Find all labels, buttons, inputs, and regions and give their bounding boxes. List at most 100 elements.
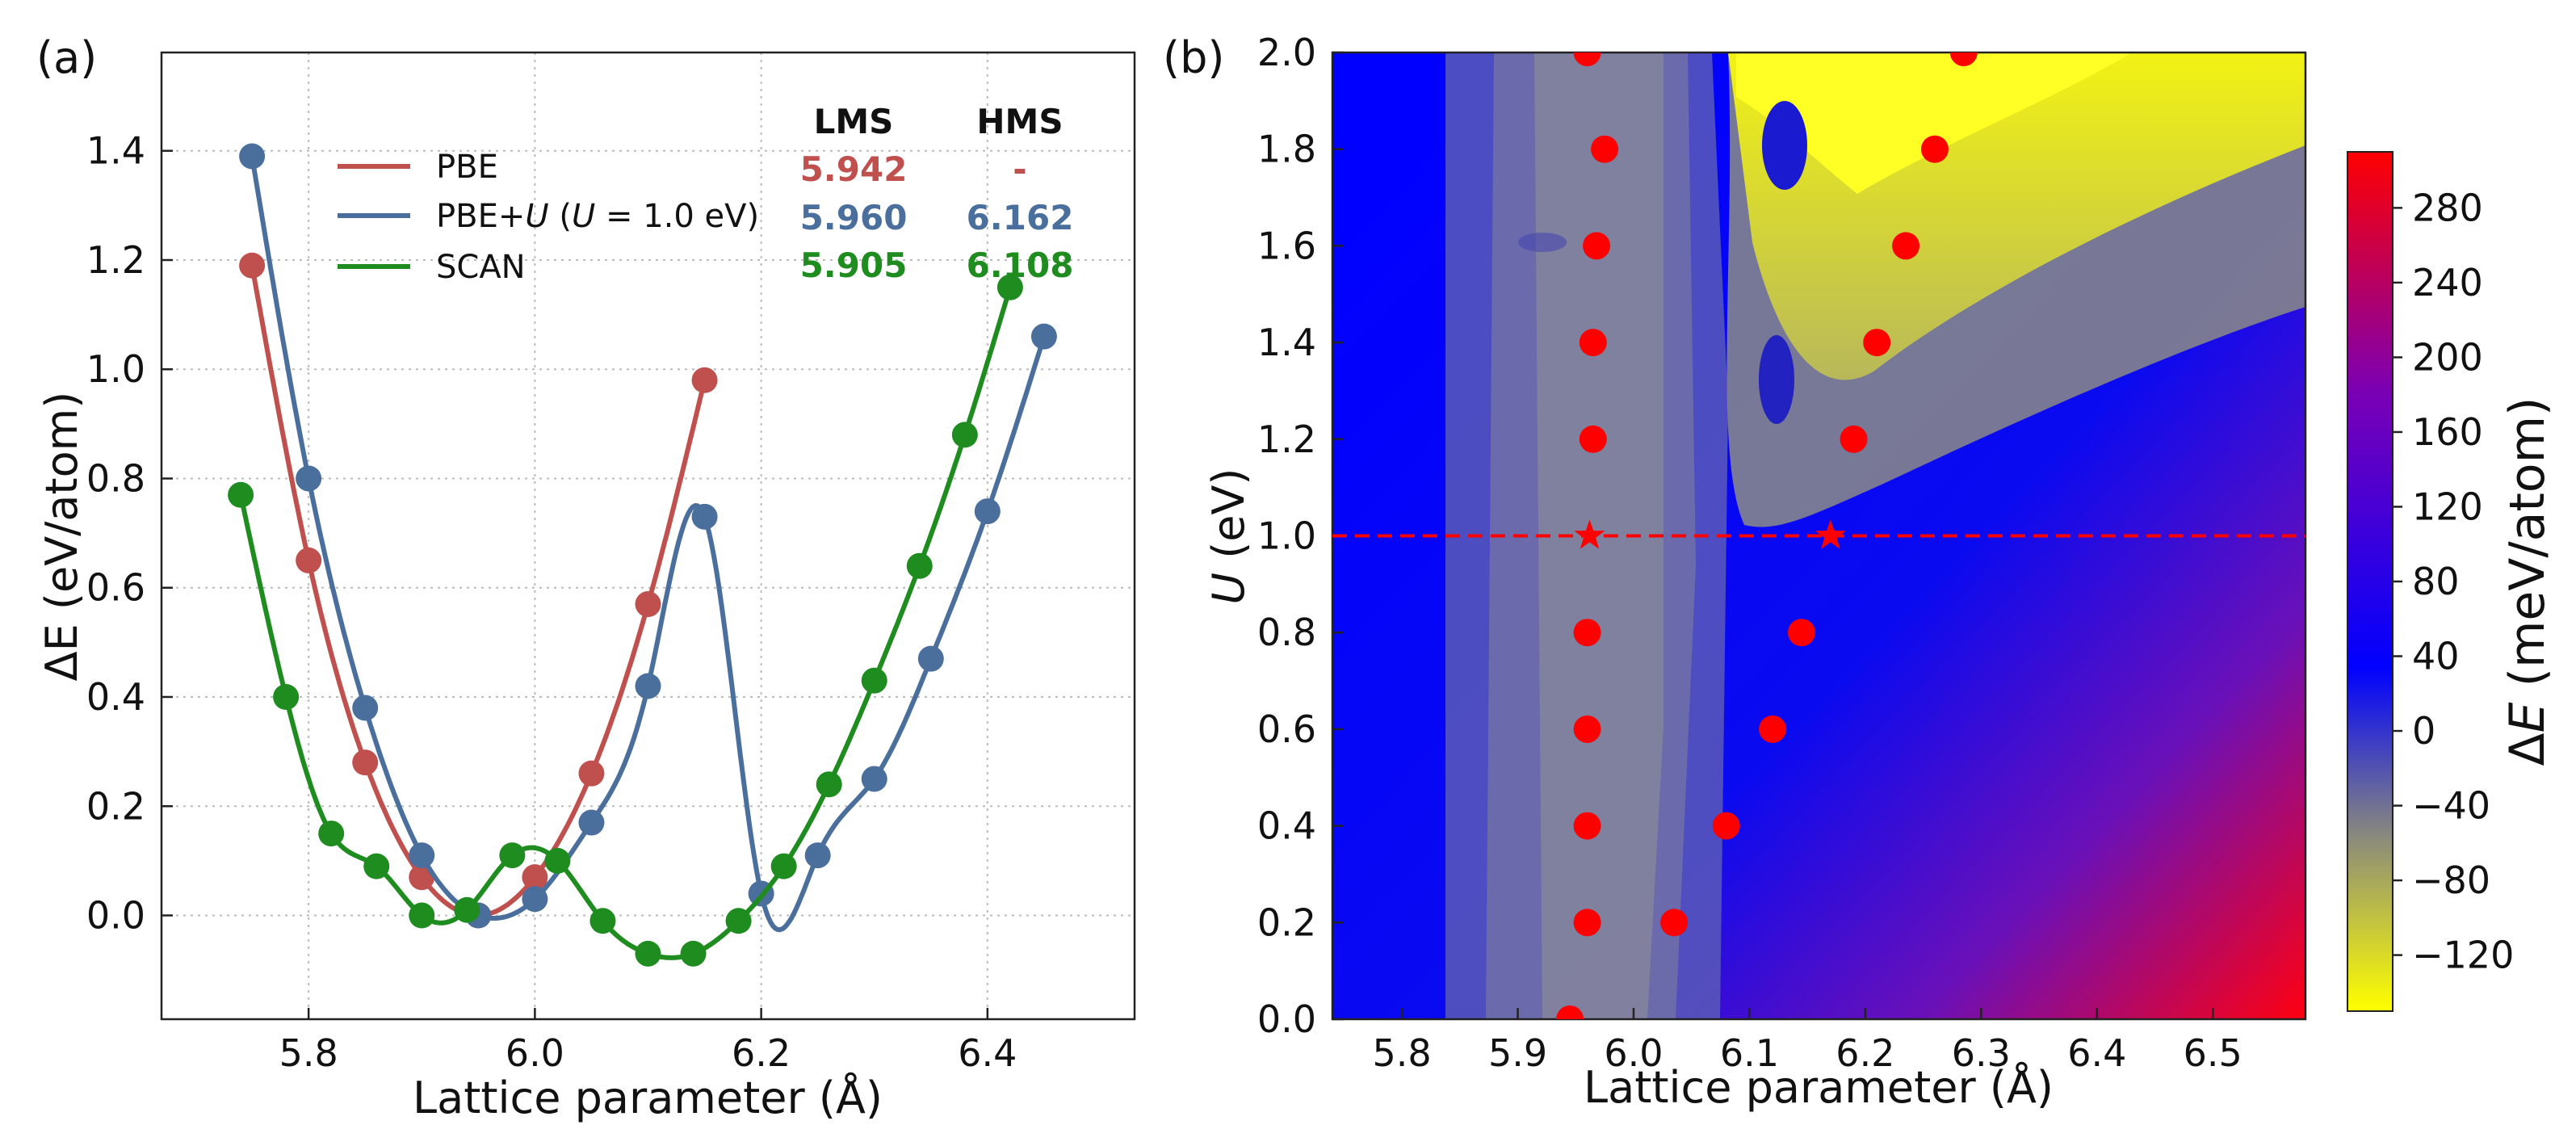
table-pbeu-lms: 5.960 (800, 198, 908, 237)
colorbar-tick-label: 0 (2412, 709, 2435, 753)
colorbar-tick-label: 120 (2412, 485, 2483, 528)
data-point-0 (296, 547, 322, 573)
hms-point (1863, 329, 1891, 357)
legend-label-pbeu: PBE+U (U = 1.0 eV) (436, 198, 759, 235)
table-pbe-lms: 5.942 (800, 149, 908, 189)
data-point-1 (974, 498, 1001, 525)
table-scan-lms: 5.905 (800, 246, 908, 285)
tick-label-y: 0.6 (1257, 707, 1316, 751)
colorbar-tick-label: −40 (2412, 784, 2490, 828)
table-header-hms: HMS (976, 102, 1063, 141)
colorbar-tick-label: 160 (2412, 410, 2483, 454)
data-point-2 (273, 684, 300, 710)
data-point-1 (352, 695, 379, 721)
lms-point (1556, 1005, 1584, 1019)
data-point-1 (691, 503, 718, 530)
tick-label-y: 0.8 (86, 456, 145, 500)
data-point-2 (589, 908, 616, 934)
y-axis-label-b: U (eV) (1203, 468, 1254, 605)
lms-point (1573, 909, 1601, 937)
data-point-0 (239, 252, 266, 279)
table-scan-hms: 6.108 (967, 246, 1074, 285)
star-marker (1815, 519, 1846, 549)
ticks-b: 5.8 5.9 6.0 6.1 6.2 6.3 6.4 6.5 0.0 0.2 0.4 0.6 0.8 1… (1257, 31, 2242, 1075)
plot-frame-a (160, 51, 1136, 1021)
data-point-1 (1030, 323, 1057, 350)
data-point-2 (996, 274, 1023, 300)
legend-label-scan: SCAN (436, 249, 526, 286)
tick-label-y: 1.2 (1257, 418, 1316, 461)
tick-label-y: 1.4 (1257, 321, 1316, 364)
colorbar-tick-label: 280 (2412, 186, 2483, 229)
tick-label-y: 0.4 (86, 675, 145, 719)
grid-a (162, 52, 1135, 1019)
data-point-2 (499, 842, 526, 869)
tick-label-y: 0.8 (1257, 611, 1316, 654)
data-point-2 (409, 902, 435, 929)
series-a (228, 143, 1057, 967)
tick-label-x: 6.4 (958, 1031, 1017, 1075)
panel-a-label: (a) (36, 32, 97, 83)
data-point-2 (861, 667, 887, 694)
tick-label-x: 6.3 (1952, 1031, 2011, 1075)
series-line-1 (250, 156, 1047, 933)
hms-point (1840, 425, 1868, 453)
lms-point (1573, 52, 1601, 66)
hms-point (1660, 909, 1689, 937)
hms-point (1787, 619, 1815, 647)
colorbar-tick-label: 200 (2412, 335, 2483, 379)
lms-point (1573, 715, 1601, 743)
data-point-1 (409, 842, 435, 869)
tick-label-y: 0.0 (1257, 997, 1316, 1041)
tick-label-x: 5.8 (1372, 1031, 1431, 1075)
colorbar-tick-label: 40 (2412, 635, 2460, 678)
data-point-2 (454, 896, 480, 923)
data-point-1 (239, 143, 266, 170)
tick-label-x: 6.0 (1604, 1031, 1663, 1075)
tick-label-y: 2.0 (1257, 31, 1316, 74)
tick-label-x: 6.2 (1836, 1031, 1894, 1075)
x-axis-label-a: Lattice parameter (Å) (413, 1072, 883, 1123)
tick-label-x: 6.1 (1720, 1031, 1779, 1075)
data-point-1 (522, 886, 548, 913)
lms-point (1591, 135, 1619, 163)
ticks-a: 5.8 6.0 6.2 6.4 0.0 0.2 0.4 0.6 0.8 1.0 1.2 1.4 (86, 129, 1017, 1075)
tick-label-y: 1.2 (86, 238, 145, 282)
colorbar-tick-label: 80 (2412, 560, 2460, 603)
colorbar-ticks: −120 −80 −40 0 40 80 120 160 200 240 280 (2393, 186, 2514, 977)
data-point-2 (680, 940, 707, 967)
data-point-1 (578, 809, 605, 836)
data-point-2 (544, 847, 571, 874)
table-pbe-hms: - (1013, 149, 1026, 189)
tick-label-x: 5.9 (1488, 1031, 1547, 1075)
data-point-0 (691, 367, 718, 393)
tick-label-x: 5.8 (279, 1031, 338, 1075)
panel-b-label: (b) (1163, 32, 1224, 83)
tick-label-y: 1.0 (86, 347, 145, 391)
data-point-2 (816, 771, 842, 798)
hms-point (1920, 135, 1949, 163)
hms-point (1712, 812, 1740, 840)
colorbar-tick-label: −120 (2412, 934, 2514, 977)
table-pbeu-hms: 6.162 (967, 198, 1074, 237)
colorbar-tick-label: −80 (2412, 858, 2490, 902)
data-point-2 (951, 422, 978, 448)
legend-a: PBE PBE+U (U = 1.0 eV) SCAN (338, 149, 759, 286)
tick-label-x: 6.5 (2184, 1031, 2242, 1075)
data-point-1 (296, 465, 322, 492)
tick-label-y: 0.2 (1257, 900, 1316, 944)
tick-label-x: 6.0 (506, 1031, 564, 1075)
table-header-lms: LMS (814, 102, 894, 141)
data-point-1 (917, 645, 944, 672)
data-point-1 (861, 766, 887, 792)
tick-label-y: 0.4 (1257, 804, 1316, 848)
tick-label-y: 0.6 (86, 566, 145, 610)
data-point-0 (352, 749, 379, 776)
equilibrium-table: LMS HMS 5.942 - 5.960 6.162 5.905 6.108 (800, 102, 1074, 285)
data-point-2 (363, 853, 390, 879)
lms-point (1573, 619, 1601, 647)
data-point-2 (906, 552, 933, 579)
series-line-2 (238, 286, 1013, 960)
hms-point (1892, 232, 1920, 260)
